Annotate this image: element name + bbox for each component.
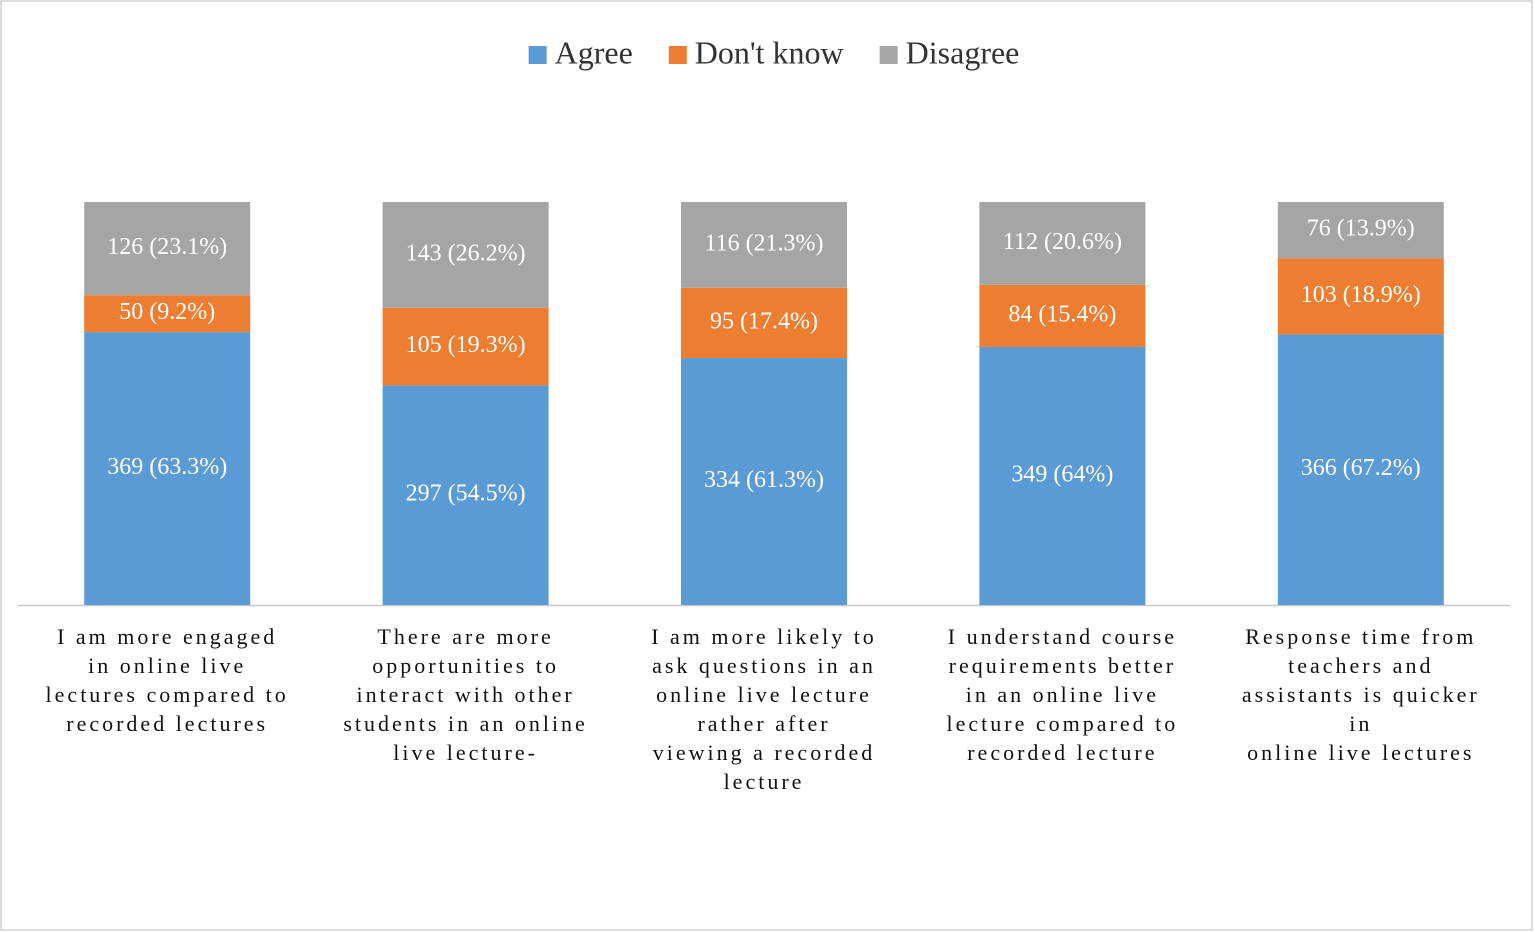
- legend-label: Agree: [555, 34, 633, 70]
- legend-swatch: [528, 46, 547, 64]
- bar-segment: [84, 202, 251, 296]
- value-label: 126 (23.1%): [107, 234, 227, 260]
- bar-segment: [979, 346, 1146, 605]
- legend-label: Disagree: [906, 34, 1020, 70]
- x-tick-label: I am more likely to ask questions in an …: [651, 624, 877, 794]
- value-label: 95 (17.4%): [710, 308, 818, 334]
- bar-segment: [681, 358, 847, 605]
- value-label: 349 (64%): [1011, 461, 1113, 487]
- bar-segment: [1277, 202, 1444, 259]
- bar-segment: [382, 385, 549, 605]
- bar-segment: [681, 202, 847, 288]
- bar-segment: [681, 287, 847, 359]
- value-label: 103 (18.9%): [1301, 282, 1421, 308]
- bar-segment: [1277, 334, 1444, 605]
- value-label: 84 (15.4%): [1008, 301, 1116, 327]
- bar-segment: [382, 307, 549, 386]
- value-label: 297 (54.5%): [406, 481, 526, 507]
- value-label: 143 (26.2%): [406, 240, 526, 266]
- legend-swatch: [879, 46, 898, 64]
- x-tick-label: I understand course requirements better …: [946, 624, 1179, 765]
- value-label: 112 (20.6%): [1003, 229, 1122, 255]
- bar-segment: [382, 202, 549, 308]
- value-label: 116 (21.3%): [704, 230, 823, 256]
- x-tick-label: There are more opportunities to interact…: [343, 624, 588, 765]
- value-label: 105 (19.3%): [406, 332, 526, 358]
- bar-segment: [1277, 258, 1444, 335]
- value-label: 50 (9.2%): [119, 299, 215, 325]
- legend-label: Don't know: [695, 34, 844, 70]
- value-label: 76 (13.9%): [1307, 216, 1415, 242]
- bar-segment: [84, 295, 251, 333]
- bar-segment: [84, 332, 251, 605]
- legend-swatch: [668, 46, 687, 64]
- value-label: 369 (63.3%): [107, 454, 227, 480]
- bar-segment: [979, 202, 1146, 285]
- value-label: 366 (67.2%): [1301, 455, 1421, 481]
- value-label: 334 (61.3%): [704, 467, 824, 493]
- bar-segment: [979, 284, 1146, 347]
- x-tick-label: I am more engaged in online live lecture…: [45, 624, 289, 736]
- x-tick-label: Response time from teachers and assistan…: [1241, 624, 1480, 765]
